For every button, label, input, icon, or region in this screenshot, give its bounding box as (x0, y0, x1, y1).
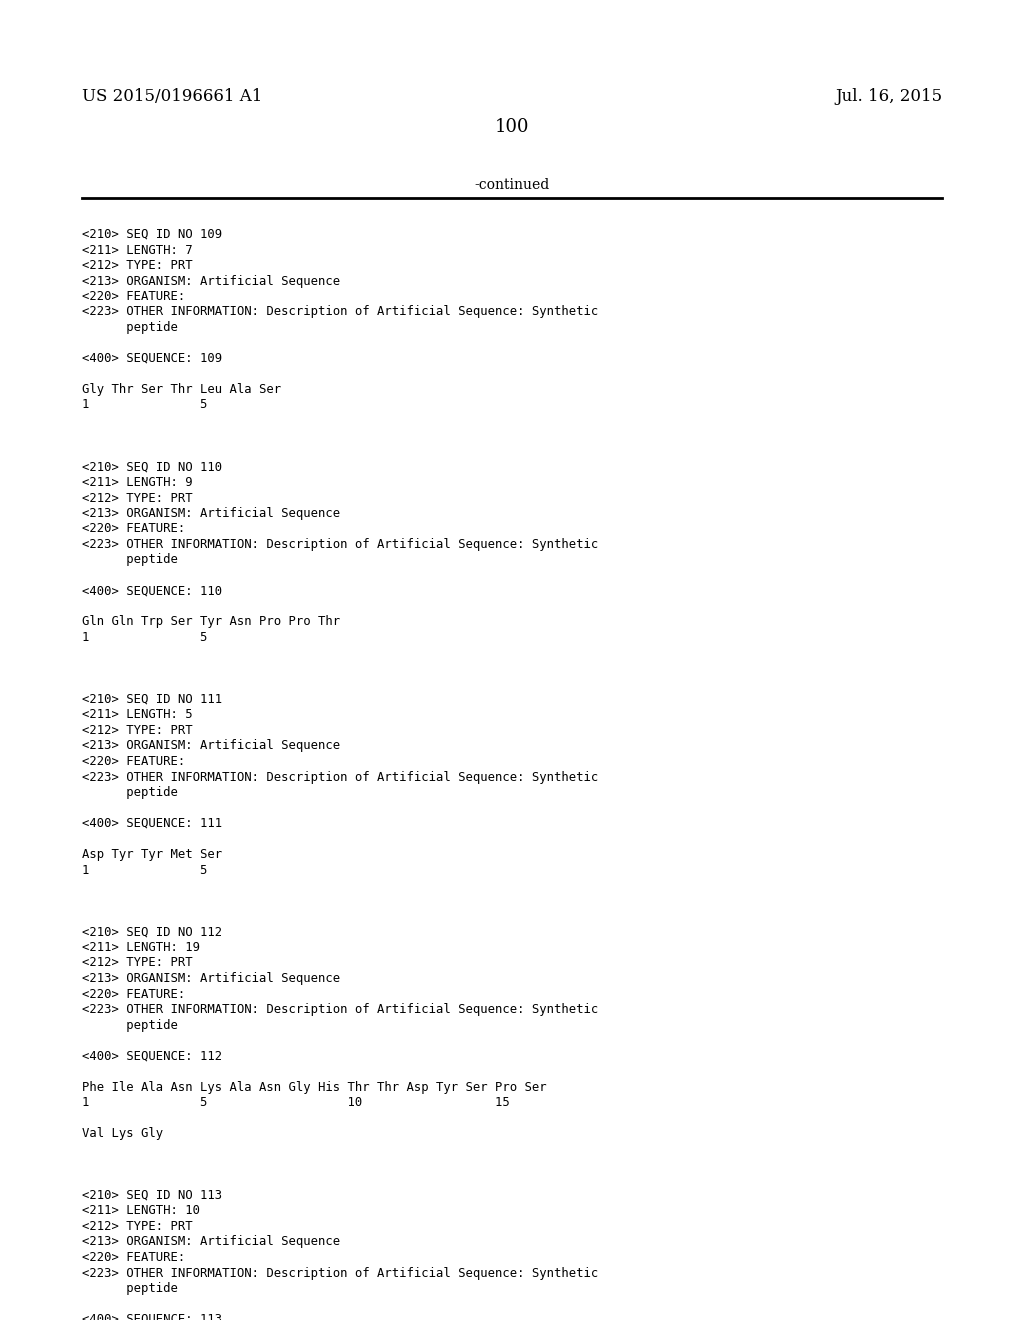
Text: <210> SEQ ID NO 110: <210> SEQ ID NO 110 (82, 461, 222, 474)
Text: <223> OTHER INFORMATION: Description of Artificial Sequence: Synthetic: <223> OTHER INFORMATION: Description of … (82, 305, 598, 318)
Text: <400> SEQUENCE: 113: <400> SEQUENCE: 113 (82, 1313, 222, 1320)
Text: <210> SEQ ID NO 113: <210> SEQ ID NO 113 (82, 1189, 222, 1203)
Text: <213> ORGANISM: Artificial Sequence: <213> ORGANISM: Artificial Sequence (82, 507, 340, 520)
Text: <210> SEQ ID NO 111: <210> SEQ ID NO 111 (82, 693, 222, 706)
Text: <210> SEQ ID NO 109: <210> SEQ ID NO 109 (82, 228, 222, 242)
Text: <212> TYPE: PRT: <212> TYPE: PRT (82, 1220, 193, 1233)
Text: 1               5: 1 5 (82, 863, 208, 876)
Text: 100: 100 (495, 117, 529, 136)
Text: <211> LENGTH: 19: <211> LENGTH: 19 (82, 941, 200, 954)
Text: <213> ORGANISM: Artificial Sequence: <213> ORGANISM: Artificial Sequence (82, 1236, 340, 1249)
Text: <212> TYPE: PRT: <212> TYPE: PRT (82, 491, 193, 504)
Text: <223> OTHER INFORMATION: Description of Artificial Sequence: Synthetic: <223> OTHER INFORMATION: Description of … (82, 771, 598, 784)
Text: <212> TYPE: PRT: <212> TYPE: PRT (82, 723, 193, 737)
Text: 1               5: 1 5 (82, 399, 208, 412)
Text: <220> FEATURE:: <220> FEATURE: (82, 1251, 185, 1265)
Text: <400> SEQUENCE: 112: <400> SEQUENCE: 112 (82, 1049, 222, 1063)
Text: -continued: -continued (474, 178, 550, 191)
Text: Jul. 16, 2015: Jul. 16, 2015 (835, 88, 942, 106)
Text: Gln Gln Trp Ser Tyr Asn Pro Pro Thr: Gln Gln Trp Ser Tyr Asn Pro Pro Thr (82, 615, 340, 628)
Text: 1               5                   10                  15: 1 5 10 15 (82, 1096, 510, 1109)
Text: <400> SEQUENCE: 110: <400> SEQUENCE: 110 (82, 585, 222, 598)
Text: <220> FEATURE:: <220> FEATURE: (82, 290, 185, 304)
Text: peptide: peptide (82, 321, 178, 334)
Text: US 2015/0196661 A1: US 2015/0196661 A1 (82, 88, 262, 106)
Text: peptide: peptide (82, 553, 178, 566)
Text: <211> LENGTH: 10: <211> LENGTH: 10 (82, 1204, 200, 1217)
Text: Asp Tyr Tyr Met Ser: Asp Tyr Tyr Met Ser (82, 847, 222, 861)
Text: peptide: peptide (82, 1282, 178, 1295)
Text: peptide: peptide (82, 1019, 178, 1031)
Text: <220> FEATURE:: <220> FEATURE: (82, 523, 185, 536)
Text: 1               5: 1 5 (82, 631, 208, 644)
Text: <400> SEQUENCE: 111: <400> SEQUENCE: 111 (82, 817, 222, 830)
Text: <212> TYPE: PRT: <212> TYPE: PRT (82, 957, 193, 969)
Text: <213> ORGANISM: Artificial Sequence: <213> ORGANISM: Artificial Sequence (82, 739, 340, 752)
Text: <213> ORGANISM: Artificial Sequence: <213> ORGANISM: Artificial Sequence (82, 972, 340, 985)
Text: <220> FEATURE:: <220> FEATURE: (82, 987, 185, 1001)
Text: <400> SEQUENCE: 109: <400> SEQUENCE: 109 (82, 352, 222, 366)
Text: <211> LENGTH: 5: <211> LENGTH: 5 (82, 709, 193, 722)
Text: <223> OTHER INFORMATION: Description of Artificial Sequence: Synthetic: <223> OTHER INFORMATION: Description of … (82, 1266, 598, 1279)
Text: Val Lys Gly: Val Lys Gly (82, 1127, 163, 1140)
Text: <213> ORGANISM: Artificial Sequence: <213> ORGANISM: Artificial Sequence (82, 275, 340, 288)
Text: Phe Ile Ala Asn Lys Ala Asn Gly His Thr Thr Asp Tyr Ser Pro Ser: Phe Ile Ala Asn Lys Ala Asn Gly His Thr … (82, 1081, 547, 1093)
Text: <223> OTHER INFORMATION: Description of Artificial Sequence: Synthetic: <223> OTHER INFORMATION: Description of … (82, 1003, 598, 1016)
Text: <220> FEATURE:: <220> FEATURE: (82, 755, 185, 768)
Text: peptide: peptide (82, 785, 178, 799)
Text: <210> SEQ ID NO 112: <210> SEQ ID NO 112 (82, 925, 222, 939)
Text: <223> OTHER INFORMATION: Description of Artificial Sequence: Synthetic: <223> OTHER INFORMATION: Description of … (82, 539, 598, 550)
Text: Gly Thr Ser Thr Leu Ala Ser: Gly Thr Ser Thr Leu Ala Ser (82, 383, 282, 396)
Text: <211> LENGTH: 9: <211> LENGTH: 9 (82, 477, 193, 488)
Text: <211> LENGTH: 7: <211> LENGTH: 7 (82, 243, 193, 256)
Text: <212> TYPE: PRT: <212> TYPE: PRT (82, 259, 193, 272)
